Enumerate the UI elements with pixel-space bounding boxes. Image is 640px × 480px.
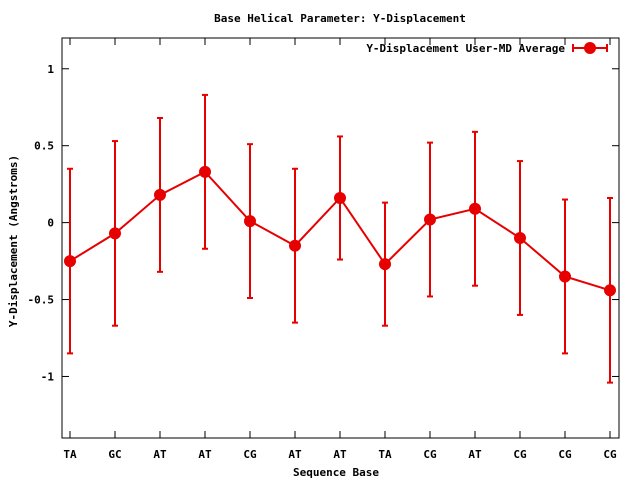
- x-tick-label: CG: [423, 448, 437, 461]
- x-tick-label: AT: [333, 448, 347, 461]
- chart-title: Base Helical Parameter: Y-Displacement: [214, 12, 466, 25]
- x-tick-label: CG: [603, 448, 617, 461]
- x-axis-label: Sequence Base: [293, 466, 379, 479]
- legend-label: Y-Displacement User-MD Average: [366, 42, 565, 55]
- x-tick-label: CG: [243, 448, 257, 461]
- x-tick-label: AT: [468, 448, 482, 461]
- data-point: [109, 227, 121, 240]
- x-tick-label: AT: [153, 448, 167, 461]
- x-tick-label: GC: [108, 448, 121, 461]
- x-tick-label: CG: [513, 448, 527, 461]
- data-point: [469, 202, 481, 215]
- data-point: [154, 188, 166, 201]
- y-tick-label: -0.5: [28, 294, 55, 307]
- y-tick-label: 0.5: [34, 140, 54, 153]
- x-tick-label: TA: [63, 448, 77, 461]
- x-tick-label: TA: [378, 448, 392, 461]
- data-point: [424, 213, 436, 226]
- data-point: [559, 270, 571, 283]
- y-axis-label: Y-Displacement (Angstroms): [7, 155, 20, 327]
- data-point: [604, 284, 616, 297]
- data-point: [244, 215, 256, 228]
- data-point: [289, 239, 301, 252]
- data-point: [514, 232, 526, 244]
- y-tick-label: 0: [47, 217, 54, 230]
- x-tick-label: AT: [288, 448, 302, 461]
- data-point: [334, 192, 346, 204]
- y-tick-label: -1: [41, 370, 55, 383]
- x-tick-label: CG: [558, 448, 572, 461]
- x-tick-label: AT: [198, 448, 212, 461]
- legend-marker: [584, 42, 596, 54]
- data-point: [199, 165, 211, 178]
- legend: Y-Displacement User-MD Average: [366, 42, 608, 55]
- data-point: [64, 255, 76, 268]
- data-point: [379, 258, 391, 271]
- y-tick-label: 1: [47, 63, 54, 76]
